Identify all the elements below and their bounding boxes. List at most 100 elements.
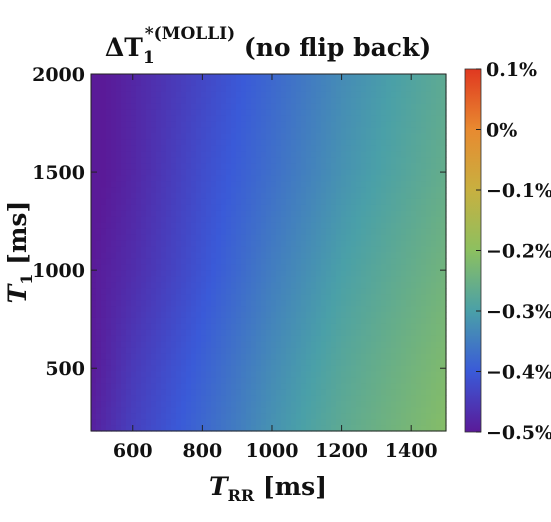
heatmap-cell <box>186 151 192 158</box>
heatmap-cell <box>256 109 262 117</box>
heatmap-cell <box>151 401 157 408</box>
heatmap-cell <box>296 97 302 105</box>
heatmap-cell <box>406 133 412 141</box>
heatmap-cell <box>296 407 302 414</box>
heatmap-cell <box>121 115 127 123</box>
heatmap-cell <box>206 413 212 420</box>
heatmap-cell <box>341 228 347 236</box>
heatmap-cell <box>371 85 377 93</box>
heatmap-cell <box>346 306 352 313</box>
heatmap-cell <box>426 335 432 343</box>
heatmap-cell <box>301 276 307 283</box>
heatmap-cell <box>396 175 402 182</box>
heatmap-cell <box>371 335 377 343</box>
heatmap-cell <box>186 193 192 200</box>
heatmap-cell <box>316 270 322 277</box>
heatmap-cell <box>296 210 302 218</box>
heatmap-cell <box>406 294 412 301</box>
heatmap-cell <box>256 133 262 141</box>
heatmap-cell <box>376 228 382 236</box>
heatmap-cell <box>376 163 382 170</box>
heatmap-cell <box>176 133 182 141</box>
heatmap-cell <box>136 335 142 343</box>
heatmap-cell <box>336 222 342 230</box>
heatmap-cell <box>366 389 372 396</box>
heatmap-cell <box>341 383 347 390</box>
heatmap-cell <box>216 312 222 319</box>
heatmap-cell <box>321 419 327 426</box>
heatmap-cell <box>411 121 417 129</box>
heatmap-cell <box>441 270 447 277</box>
heatmap-cell <box>396 228 402 236</box>
heatmap-cell <box>271 115 277 123</box>
heatmap-cell <box>146 383 152 390</box>
heatmap-cell <box>271 204 277 212</box>
heatmap-cell <box>96 175 102 182</box>
heatmap-cell <box>301 109 307 117</box>
y-axis-title: T1 [ms] <box>3 201 36 304</box>
heatmap-cell <box>106 228 112 236</box>
heatmap-cell <box>426 246 432 254</box>
heatmap-cell <box>241 407 247 414</box>
heatmap-cell <box>431 419 437 426</box>
heatmap-cell <box>106 377 112 384</box>
heatmap-cell <box>131 198 137 206</box>
heatmap-cell <box>116 341 122 349</box>
heatmap-cell <box>326 407 332 414</box>
heatmap-cell <box>346 282 352 289</box>
heatmap-cell <box>131 210 137 218</box>
heatmap-cell <box>421 347 427 355</box>
heatmap-cell <box>321 407 327 414</box>
heatmap-cell <box>276 133 282 141</box>
heatmap-cell <box>236 109 242 117</box>
heatmap-cell <box>331 347 337 355</box>
heatmap-cell <box>251 312 257 319</box>
heatmap-cell <box>211 264 217 271</box>
heatmap-cell <box>366 270 372 277</box>
heatmap-cell <box>106 151 112 158</box>
heatmap-cell <box>276 258 282 265</box>
heatmap-cell <box>91 109 97 117</box>
heatmap-cell <box>281 276 287 283</box>
heatmap-cell <box>301 210 307 218</box>
heatmap-cell <box>211 103 217 111</box>
heatmap-cell <box>236 157 242 164</box>
heatmap-cell <box>101 383 107 390</box>
heatmap-cell <box>166 335 172 343</box>
heatmap-cell <box>176 401 182 408</box>
heatmap-cell <box>426 258 432 265</box>
heatmap-cell <box>111 222 117 230</box>
heatmap-cell <box>256 91 262 99</box>
heatmap-cell <box>246 216 252 224</box>
heatmap-cell <box>231 145 237 152</box>
heatmap-cell <box>326 246 332 254</box>
heatmap-cell <box>271 383 277 390</box>
heatmap-cell <box>141 204 147 212</box>
heatmap-cell <box>336 359 342 367</box>
heatmap-cell <box>316 377 322 384</box>
heatmap-cell <box>261 252 267 260</box>
heatmap-cell <box>426 175 432 182</box>
heatmap-cell <box>341 395 347 402</box>
heatmap-cell <box>406 79 412 87</box>
heatmap-cell <box>326 127 332 135</box>
heatmap-cell <box>191 371 197 379</box>
heatmap-cell <box>176 270 182 277</box>
heatmap-cell <box>346 264 352 271</box>
heatmap-cell <box>236 312 242 319</box>
heatmap-cell <box>266 282 272 289</box>
heatmap-cell <box>91 282 97 289</box>
heatmap-cell <box>341 181 347 188</box>
heatmap-cell <box>371 181 377 188</box>
heatmap-cell <box>401 294 407 301</box>
heatmap-cell <box>366 91 372 99</box>
heatmap-cell <box>306 341 312 349</box>
heatmap-cell <box>136 127 142 135</box>
heatmap-cell <box>101 425 107 432</box>
heatmap-cell <box>226 401 232 408</box>
heatmap-cell <box>211 335 217 343</box>
heatmap-cell <box>201 252 207 260</box>
heatmap-cell <box>366 359 372 367</box>
heatmap-cell <box>101 306 107 313</box>
heatmap-cell <box>406 383 412 390</box>
